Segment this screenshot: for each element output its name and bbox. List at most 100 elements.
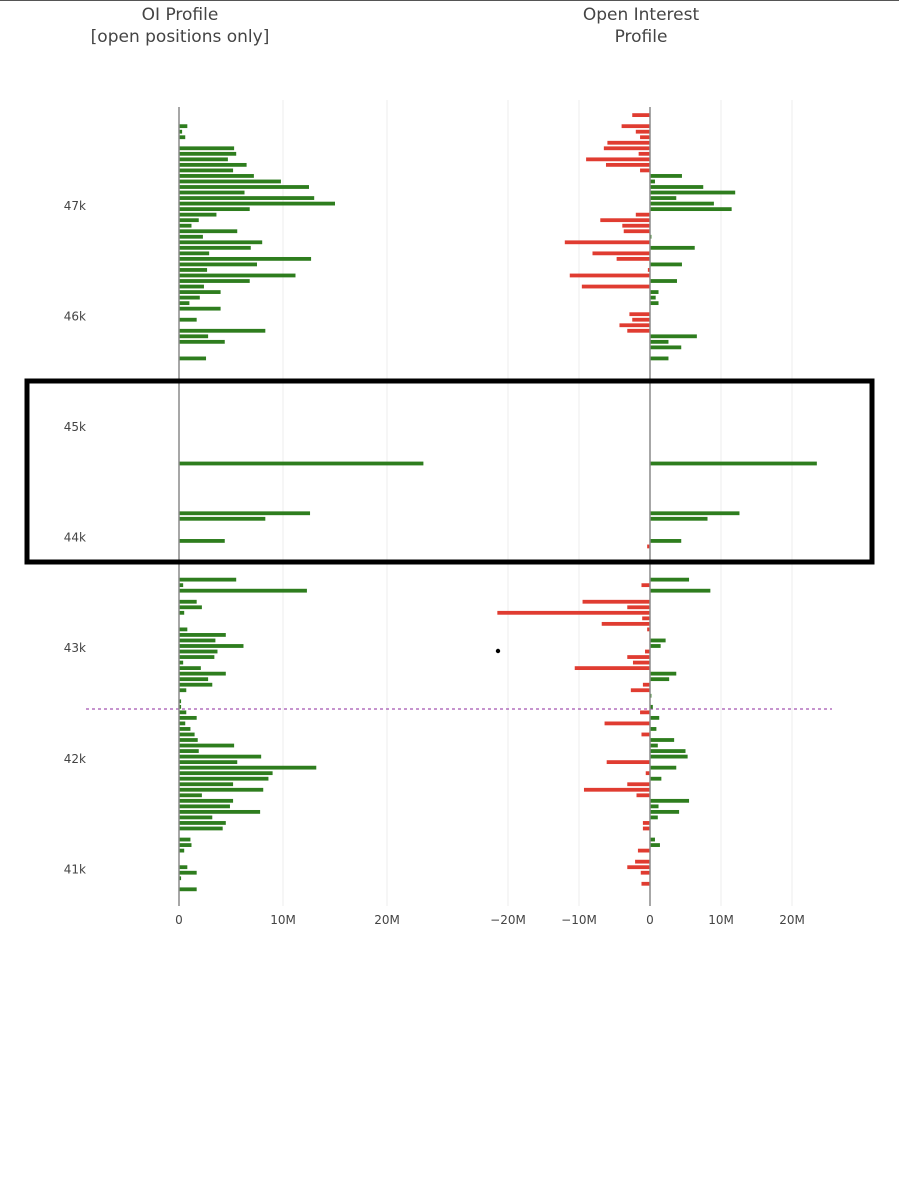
right-oi-bar-positive xyxy=(650,179,655,184)
left-oi-bar xyxy=(179,826,223,831)
right-oi-bar-positive xyxy=(650,588,711,593)
left-oi-bar xyxy=(179,339,225,344)
left-oi-bar xyxy=(179,666,201,671)
right-oi-bar-negative xyxy=(623,229,650,234)
right-oi-bar-positive xyxy=(650,743,658,748)
left-oi-bar xyxy=(179,809,261,814)
right-chart-title: Open Interest Profile xyxy=(541,4,741,48)
right-oi-bar-negative xyxy=(640,135,650,140)
left-oi-bar xyxy=(179,240,263,245)
left-oi-bar xyxy=(179,179,281,184)
left-oi-bar xyxy=(179,749,199,753)
right-oi-bar-negative xyxy=(642,616,650,621)
left-oi-bar xyxy=(179,782,234,787)
left-oi-bar xyxy=(179,284,204,289)
right-oi-bar-positive xyxy=(650,190,736,195)
left-oi-bar xyxy=(179,334,209,339)
right-oi-bar-negative xyxy=(635,129,650,134)
right-oi-bar-positive xyxy=(650,301,659,306)
right-oi-bar-negative xyxy=(642,682,650,687)
y-axis-tick-label: 46k xyxy=(64,309,86,323)
right-oi-bar-negative xyxy=(647,627,650,632)
left-oi-bar xyxy=(179,798,234,803)
y-axis-tick-label: 44k xyxy=(64,531,86,545)
y-axis-tick-label: 42k xyxy=(64,752,86,766)
left-oi-bar xyxy=(179,660,184,665)
left-oi-bar xyxy=(179,638,216,643)
right-oi-bar-positive xyxy=(650,749,686,753)
right-oi-bar-negative xyxy=(637,848,650,853)
left-oi-bar xyxy=(179,146,235,151)
left-oi-bar xyxy=(179,268,208,272)
right-oi-bar-negative xyxy=(586,157,650,162)
left-oi-bar xyxy=(179,727,191,731)
left-oi-bar xyxy=(179,655,215,659)
left-oi-bar xyxy=(179,699,182,704)
left-chart-title-line2: [open positions only] xyxy=(90,27,270,47)
right-oi-bar-positive xyxy=(650,704,653,709)
left-oi-bar xyxy=(179,771,273,776)
left-oi-bar xyxy=(179,196,315,200)
left-oi-bar xyxy=(179,649,218,654)
right-oi-bar-negative xyxy=(604,721,650,726)
left-oi-bar xyxy=(179,207,250,212)
right-oi-bar-positive xyxy=(650,279,677,283)
left-oi-bar xyxy=(179,245,251,250)
right-oi-bar-negative xyxy=(640,168,650,173)
left-oi-bar xyxy=(179,627,188,632)
left-oi-bar xyxy=(179,328,266,333)
left-oi-bar xyxy=(179,671,226,676)
annotation-dot xyxy=(495,648,501,654)
left-oi-bar xyxy=(179,295,200,300)
left-oi-bar xyxy=(179,633,226,637)
right-oi-bar-positive xyxy=(650,290,659,294)
right-oi-bar-positive xyxy=(650,804,659,809)
y-axis-tick-label: 47k xyxy=(64,199,86,213)
left-oi-bar xyxy=(179,539,225,543)
right-oi-bar-positive xyxy=(650,798,690,803)
right-oi-bar-negative xyxy=(635,212,650,217)
right-oi-bar-negative xyxy=(632,660,650,665)
right-oi-bar-positive xyxy=(650,539,682,543)
left-oi-bar xyxy=(179,124,188,129)
right-oi-bar-negative xyxy=(497,610,650,615)
right-oi-bar-positive xyxy=(650,207,732,212)
left-oi-bar xyxy=(179,317,197,322)
right-oi-bar-negative xyxy=(647,268,650,272)
right-oi-bar-positive xyxy=(650,295,656,300)
right-oi-bar-positive xyxy=(650,245,695,250)
right-chart-title-line1: Open Interest xyxy=(582,5,700,25)
right-oi-bar-negative xyxy=(627,605,650,610)
y-axis-tick-label: 43k xyxy=(64,641,86,655)
right-oi-bar-negative xyxy=(569,273,650,278)
right-oi-bar-negative xyxy=(645,649,650,654)
right-oi-bar-negative xyxy=(607,140,650,145)
left-oi-bar xyxy=(179,865,188,870)
right-oi-bar-negative xyxy=(619,323,650,328)
left-oi-bar xyxy=(179,511,311,516)
right-oi-bar-negative xyxy=(627,782,650,787)
right-chart-title-line2: Profile xyxy=(614,27,668,47)
left-oi-bar xyxy=(179,229,238,234)
right-oi-bar-negative xyxy=(629,312,650,317)
right-oi-bar-negative xyxy=(642,826,650,831)
left-oi-bar xyxy=(179,190,245,195)
right-oi-bar-negative xyxy=(601,621,650,626)
right-oi-bar-positive xyxy=(650,174,682,178)
left-oi-bar xyxy=(179,129,183,134)
right-oi-bar-positive xyxy=(650,715,660,720)
right-oi-bar-positive xyxy=(650,638,666,643)
left-oi-bar xyxy=(179,870,197,875)
left-oi-bar xyxy=(179,732,195,737)
left-oi-bar xyxy=(179,461,424,466)
left-oi-bar xyxy=(179,605,202,610)
left-oi-bar xyxy=(179,743,235,748)
left-oi-bar xyxy=(179,704,182,709)
right-oi-bar-negative xyxy=(627,655,650,659)
right-oi-bar-negative xyxy=(647,544,650,549)
left-oi-bar xyxy=(179,212,217,217)
right-oi-bar-positive xyxy=(650,765,677,770)
left-oi-bar xyxy=(179,256,312,261)
left-oi-bar xyxy=(179,201,335,206)
